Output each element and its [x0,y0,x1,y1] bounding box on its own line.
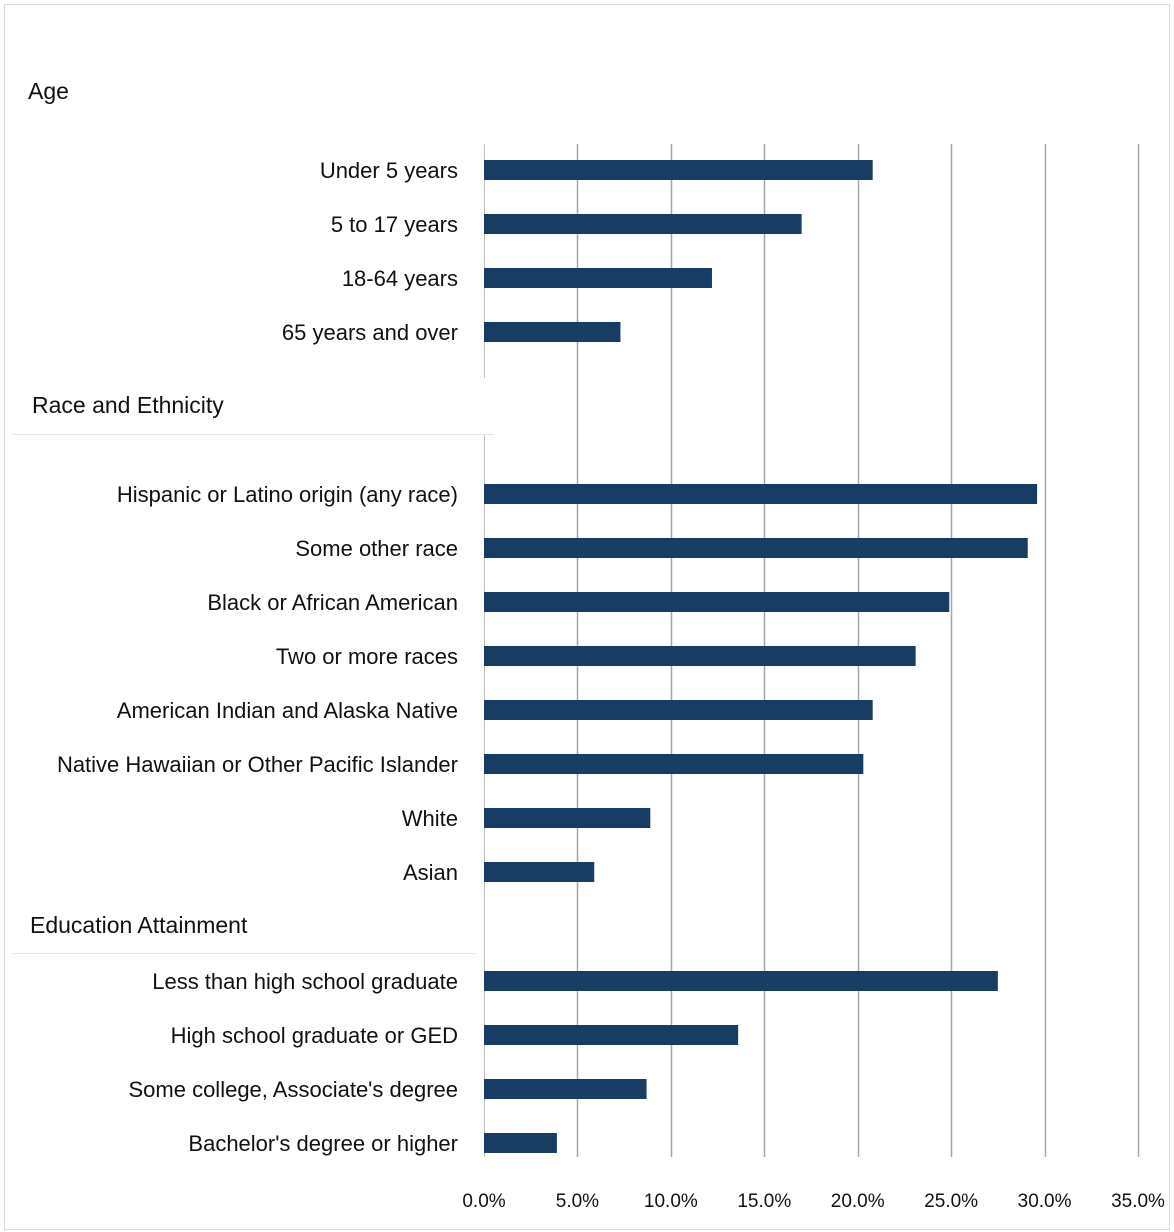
bar [484,646,916,666]
section-header-race: Race and Ethnicity [12,378,494,435]
category-label: 5 to 17 years [331,212,458,237]
bar [484,700,873,720]
bar [484,1079,647,1099]
bar [484,322,621,342]
category-label: Less than high school graduate [152,969,458,994]
category-label: Hispanic or Latino origin (any race) [117,482,458,507]
chart-frame [4,4,1170,1230]
x-tick-label: 30.0% [1018,1191,1072,1212]
category-label: Some other race [295,536,458,561]
x-tick-label: 5.0% [556,1191,599,1212]
category-label: Under 5 years [320,158,458,183]
section-label-education: Education Attainment [30,912,248,938]
section-label-age: Age [28,78,69,104]
bar [484,538,1028,558]
bar [484,754,864,774]
section-label-race: Race and Ethnicity [32,392,224,418]
category-label: 65 years and over [282,320,458,345]
bar [484,484,1038,504]
x-tick-label: 20.0% [831,1191,885,1212]
bar [484,1025,739,1045]
section-header-education: Education Attainment [12,898,476,954]
x-tick-label: 15.0% [737,1191,791,1212]
category-label: Asian [403,860,458,885]
bar [484,862,595,882]
bar [484,808,651,828]
category-label: Bachelor's degree or higher [188,1131,458,1156]
category-label: 18-64 years [342,266,458,291]
category-label: White [402,806,458,831]
category-label: Black or African American [207,590,458,615]
category-label: Some college, Associate's degree [128,1077,458,1102]
bar [484,1133,557,1153]
bar [484,214,802,234]
bar [484,160,873,180]
bar [484,971,998,991]
x-tick-label: 25.0% [924,1191,978,1212]
category-label: American Indian and Alaska Native [117,698,458,723]
category-label: Two or more races [276,644,458,669]
bar [484,268,712,288]
x-tick-label: 10.0% [644,1191,698,1212]
category-label: Native Hawaiian or Other Pacific Islande… [57,752,458,777]
x-tick-label: 0.0% [462,1191,505,1212]
x-tick-label: 35.0% [1111,1191,1165,1212]
bar [484,592,950,612]
category-label: High school graduate or GED [171,1023,458,1048]
